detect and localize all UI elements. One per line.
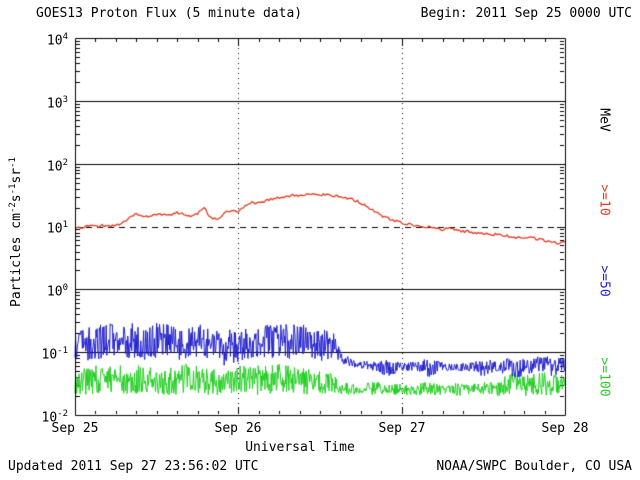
series-label-ge100: >=100 [596,357,612,397]
y-tick-label: 10-1 [41,346,69,363]
y-tick-label: 103 [46,95,68,112]
y-tick-label: 10-2 [41,409,69,426]
y-tick-label: 102 [46,158,68,175]
series-label-ge50: >=50 [596,265,612,297]
series-label-ge10: >=10 [596,184,612,216]
x-tick-label: Sep 26 [214,421,262,436]
x-tick-label: Sep 27 [378,421,426,436]
x-tick-label: Sep 28 [541,421,589,436]
y-tick-label: 104 [46,32,68,49]
noaa-credit: NOAA/SWPC Boulder, CO USA [436,459,632,474]
chart-title: GOES13 Proton Flux (5 minute data) [36,6,303,21]
x-tick-label: Sep 25 [51,421,99,436]
plot-canvas [0,0,640,455]
mev-units-label: MeV [596,108,612,132]
y-axis-label: Particles cm-2s-1sr-1 [7,157,25,307]
begin-time-label: Begin: 2011 Sep 25 0000 UTC [420,6,632,21]
y-tick-label: 100 [46,283,68,300]
updated-timestamp: Updated 2011 Sep 27 23:56:02 UTC [8,459,259,474]
x-axis-label: Universal Time [245,440,355,455]
y-tick-label: 101 [46,220,68,237]
